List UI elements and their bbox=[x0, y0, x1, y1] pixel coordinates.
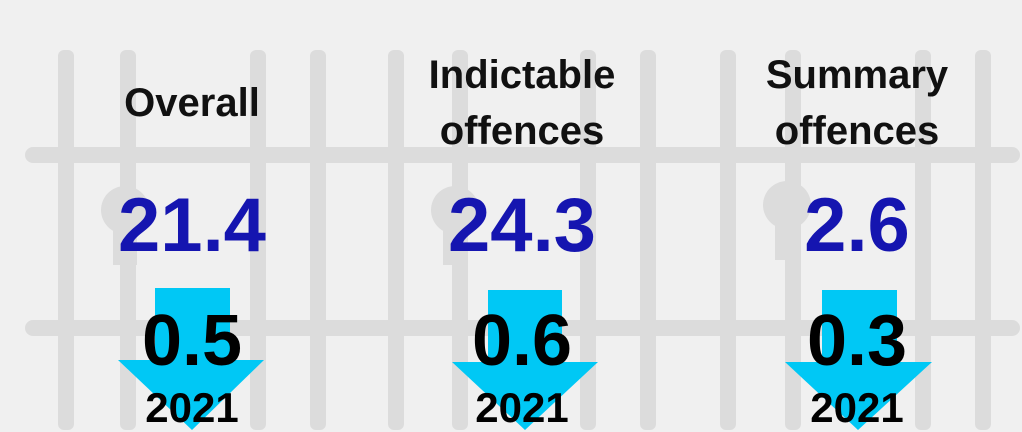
stat-label: Summary offences bbox=[765, 53, 949, 153]
stat-change: 0.5 bbox=[141, 301, 243, 381]
stat-change: 0.6 bbox=[471, 301, 573, 381]
stat-panel: Overall 21.4 0.5 2021 bbox=[42, 0, 342, 431]
stat-value: 2.6 bbox=[804, 183, 910, 268]
down-arrow bbox=[118, 288, 264, 430]
down-arrow bbox=[452, 290, 598, 430]
stat-panel: Indictable offences 24.3 0.6 2021 bbox=[372, 0, 672, 431]
stat-label: Overall bbox=[124, 81, 260, 125]
stat-change: 0.3 bbox=[806, 301, 908, 381]
stat-value: 24.3 bbox=[448, 183, 596, 268]
stat-year: 2021 bbox=[475, 384, 569, 431]
stat-panel: Summary offences 2.6 0.3 2021 bbox=[707, 0, 1007, 431]
stat-label: Indictable offences bbox=[428, 53, 616, 153]
down-arrow bbox=[785, 290, 932, 430]
stat-year: 2021 bbox=[145, 384, 239, 431]
stat-value: 21.4 bbox=[118, 183, 266, 268]
arrows bbox=[118, 288, 932, 430]
stat-year: 2021 bbox=[810, 384, 904, 431]
